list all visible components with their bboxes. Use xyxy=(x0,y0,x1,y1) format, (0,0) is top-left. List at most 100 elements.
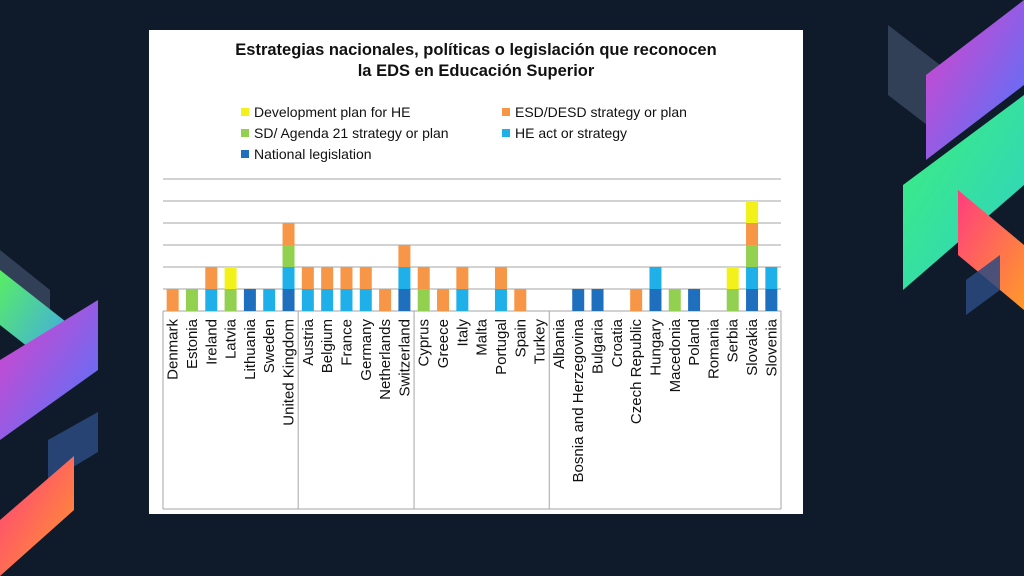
category-label: Greece xyxy=(435,319,452,368)
bar-segment xyxy=(726,289,739,311)
bar-segment xyxy=(494,289,507,311)
legend-label: HE act or strategy xyxy=(515,125,628,141)
bar-segment xyxy=(572,289,585,311)
bar-segment xyxy=(456,289,469,311)
bar-segment xyxy=(359,289,372,311)
bar-segment xyxy=(301,267,314,289)
category-label: Malta xyxy=(474,318,491,355)
bar-segment xyxy=(282,245,295,267)
chart-legend: Development plan for HE ESD/DESD strateg… xyxy=(149,30,803,170)
legend-label: SD/ Agenda 21 strategy or plan xyxy=(254,125,449,141)
category-label: Bosnia and Herzegovina xyxy=(570,318,587,482)
bar-segment xyxy=(494,267,507,289)
bar-segment xyxy=(765,289,778,311)
bar-segment xyxy=(321,289,334,311)
category-label: Germany xyxy=(358,319,375,381)
category-label: Albania xyxy=(551,318,568,369)
bar-segment xyxy=(746,289,759,311)
bar-segment xyxy=(746,267,759,289)
legend-swatch xyxy=(241,129,249,137)
bar-segment xyxy=(688,289,701,311)
legend-swatch xyxy=(241,108,249,116)
category-label: France xyxy=(338,319,355,366)
bar-segment xyxy=(726,267,739,289)
category-label: Cyprus xyxy=(416,319,433,367)
bar-segment xyxy=(282,289,295,311)
category-label: Serbia xyxy=(725,318,742,362)
chart-title-line-2: la EDS en Educación Superior xyxy=(357,62,595,80)
bar-segment xyxy=(398,267,411,289)
legend-swatch xyxy=(502,129,510,137)
chart-plot: Denmark Estonia Ireland Latvia Lithuania Swed… xyxy=(162,178,782,510)
bar-segment xyxy=(746,223,759,245)
bar-segment xyxy=(340,267,353,289)
bar-segment xyxy=(301,289,314,311)
category-label: Macedonia xyxy=(667,318,684,392)
bar-segment xyxy=(649,267,662,289)
category-label: Denmark xyxy=(165,319,182,380)
bar-segment xyxy=(282,267,295,289)
bar-segment xyxy=(263,289,276,311)
bar-segment xyxy=(746,201,759,223)
category-label: Czech Republic xyxy=(628,319,645,425)
category-label: Italy xyxy=(454,319,471,347)
bar-segment xyxy=(514,289,527,311)
legend-item-development-plan: Development plan for HE xyxy=(241,104,410,120)
category-label: Spain xyxy=(512,319,529,357)
bar-segment xyxy=(630,289,643,311)
category-label: Poland xyxy=(686,319,703,366)
bar-segment xyxy=(185,289,198,311)
category-label: Netherlands xyxy=(377,319,394,400)
chart-title-line-1: Estrategias nacionales, políticas o legi… xyxy=(235,41,717,59)
category-label: Croatia xyxy=(609,318,626,367)
legend-item-esd-desd: ESD/DESD strategy or plan xyxy=(502,104,687,120)
bar-segment xyxy=(417,289,430,311)
legend-item-he-act: HE act or strategy xyxy=(502,125,627,141)
category-label: Austria xyxy=(300,318,317,365)
bar-segment xyxy=(456,267,469,289)
category-label: Latvia xyxy=(223,318,240,359)
bar-segment xyxy=(340,289,353,311)
bar-segment xyxy=(359,267,372,289)
bar-segment xyxy=(765,267,778,289)
category-label: Belgium xyxy=(319,319,336,373)
bar-segment xyxy=(379,289,392,311)
bar-segment xyxy=(243,289,256,311)
bar-segment xyxy=(224,267,237,289)
category-label: Lithuania xyxy=(242,318,259,380)
category-label: Slovakia xyxy=(744,318,761,375)
bar-segment xyxy=(746,245,759,267)
category-label: Portugal xyxy=(493,319,510,375)
legend-item-national-legislation: National legislation xyxy=(241,146,372,162)
category-label: Estonia xyxy=(184,318,201,369)
bar-segment xyxy=(205,289,218,311)
bar-segment xyxy=(649,289,662,311)
bar-segment xyxy=(321,267,334,289)
bar-segment xyxy=(417,267,430,289)
bar-segment xyxy=(282,223,295,245)
bar-segment xyxy=(591,289,604,311)
legend-swatch xyxy=(241,150,249,158)
bar-segment xyxy=(166,289,179,311)
legend-swatch xyxy=(502,108,510,116)
category-label: Bulgaria xyxy=(590,318,607,374)
category-label: Sweden xyxy=(261,319,278,373)
bar-segment xyxy=(224,289,237,311)
category-label: Romania xyxy=(705,318,722,379)
category-label: United Kingdom xyxy=(281,319,298,426)
bar-segment xyxy=(205,267,218,289)
bar-segment xyxy=(668,289,681,311)
legend-item-sd-agenda21: SD/ Agenda 21 strategy or plan xyxy=(241,125,449,141)
bar-segment xyxy=(398,289,411,311)
bar-segment xyxy=(437,289,450,311)
legend-label: Development plan for HE xyxy=(254,104,411,120)
category-label: Ireland xyxy=(203,319,220,365)
category-label: Turkey xyxy=(532,319,549,365)
category-label: Switzerland xyxy=(396,319,413,397)
category-label: Slovenia xyxy=(763,318,780,376)
legend-label: National legislation xyxy=(254,146,372,162)
bar-segment xyxy=(398,245,411,267)
chart-title: Estrategias nacionales, políticas o legi… xyxy=(149,40,803,82)
legend-label: ESD/DESD strategy or plan xyxy=(515,104,687,120)
